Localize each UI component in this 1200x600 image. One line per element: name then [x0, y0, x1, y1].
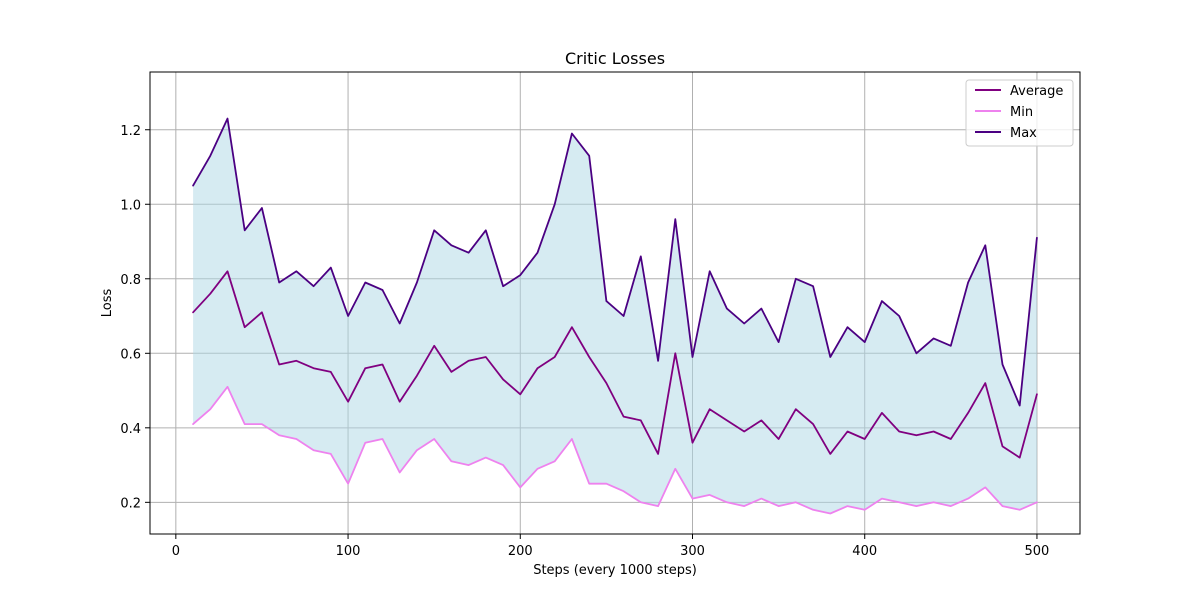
- series-line-average: [192, 270, 1038, 459]
- legend-label-min: Min: [1010, 105, 1033, 120]
- plot-frame: [149, 71, 1081, 535]
- chart-title: Critic Losses: [565, 49, 665, 68]
- y-axis-ticks: 0.2 0.4 0.6 0.8 1.0 1.2: [120, 124, 150, 511]
- legend: Average Min Max: [965, 79, 1074, 147]
- y-axis-label: Loss: [100, 289, 115, 318]
- y-tick-label: 1.0: [120, 198, 141, 213]
- legend-box: [965, 79, 1074, 147]
- min-max-band: [193, 118, 1037, 514]
- legend-label-max: Max: [1010, 126, 1037, 141]
- series-line-max: [192, 117, 1038, 407]
- x-tick-label: 300: [680, 544, 705, 559]
- y-tick-label: 0.2: [120, 496, 141, 511]
- legend-label-average: Average: [1010, 84, 1063, 99]
- y-tick-label: 0.8: [120, 273, 141, 288]
- x-axis-label: Steps (every 1000 steps): [533, 563, 697, 578]
- series-line-min: [192, 385, 1038, 515]
- x-axis-ticks: 0 100 200 300 400 500: [172, 534, 1050, 559]
- y-tick-label: 1.2: [120, 124, 141, 139]
- fill-between-min-max: [193, 118, 1037, 514]
- x-tick-label: 500: [1025, 544, 1050, 559]
- x-tick-label: 100: [336, 544, 361, 559]
- x-tick-label: 0: [172, 544, 180, 559]
- x-tick-label: 400: [852, 544, 877, 559]
- y-tick-label: 0.6: [120, 347, 141, 362]
- y-tick-label: 0.4: [120, 422, 141, 437]
- x-tick-label: 200: [508, 544, 533, 559]
- series-lines: [192, 117, 1038, 515]
